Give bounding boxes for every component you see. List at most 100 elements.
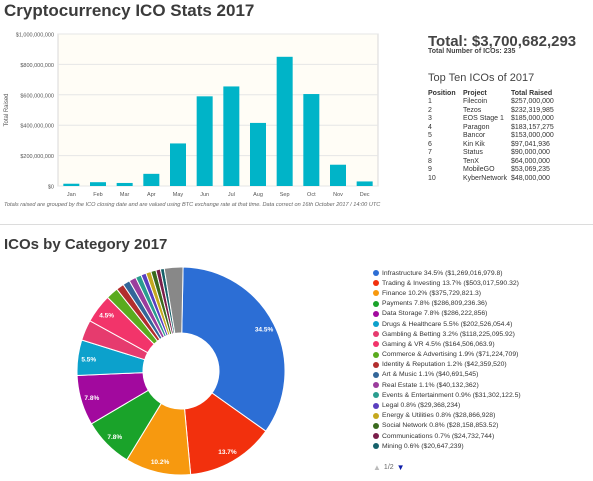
legend-next-arrow-icon[interactable]: ▼ <box>396 463 405 472</box>
legend-label: Identity & Reputation 1.2% ($42,359,520) <box>382 361 507 369</box>
cell-total-raised: $153,000,000 <box>511 132 554 139</box>
legend-item[interactable]: Data Storage 7.8% ($286,222,856) <box>373 309 521 319</box>
y-tick-label: $400,000,000 <box>20 124 54 130</box>
x-tick-label: Jul <box>228 192 235 198</box>
legend-item[interactable]: Identity & Reputation 1.2% ($42,359,520) <box>373 360 521 370</box>
legend-label: Events & Entertainment 0.9% ($31,302,122… <box>382 391 521 399</box>
plot-area <box>57 33 379 187</box>
donut-hole <box>144 334 218 408</box>
legend-swatch <box>373 361 379 368</box>
legend-pager: ▲ 1/2 ▼ <box>373 463 405 472</box>
x-tick-label: Aug <box>253 192 263 198</box>
legend-label: Real Estate 1.1% ($40,132,362) <box>382 381 479 389</box>
cell-project: Kin Kik <box>463 140 485 148</box>
legend-swatch <box>373 422 379 429</box>
slice-label: 10.2% <box>151 459 170 466</box>
legend-swatch <box>373 331 379 338</box>
cell-total-raised: $183,157,275 <box>511 123 554 131</box>
slice-label: 7.8% <box>107 434 122 441</box>
y-tick-label: $800,000,000 <box>20 63 54 69</box>
top-ten-title: Top Ten ICOs of 2017 <box>428 72 535 84</box>
legend-swatch <box>373 341 379 348</box>
legend-swatch <box>373 280 379 287</box>
legend-item[interactable]: Infrastructure 34.5% ($1,269,016,979.8) <box>373 268 521 278</box>
legend-swatch <box>373 270 379 277</box>
cell-position: 3 <box>428 115 432 122</box>
legend-item[interactable]: Events & Entertainment 0.9% ($31,302,122… <box>373 390 521 400</box>
bar-feb <box>90 182 106 186</box>
cell-total-raised: $53,069,235 <box>511 166 550 173</box>
legend-item[interactable]: Finance 10.2% ($375,729,821.3) <box>373 288 521 298</box>
category-section-title: ICOs by Category 2017 <box>4 236 168 253</box>
legend-label: Social Network 0.8% ($28,158,853.52) <box>382 422 499 430</box>
legend-item[interactable]: Drugs & Healthcare 5.5% ($202,526,054.4) <box>373 319 521 329</box>
cell-project: EOS Stage 1 <box>463 115 504 122</box>
legend-swatch <box>373 382 379 389</box>
legend-label: Gambling & Betting 3.2% ($118,225,095.92… <box>382 330 515 338</box>
legend-swatch <box>373 290 379 297</box>
cell-total-raised: $232,319,985 <box>511 106 554 114</box>
monthly-raised-bar-chart: $0 $200,000,000 $400,000,000 $600,000,000 $8… <box>4 33 379 198</box>
legend-label: Communications 0.7% ($24,732,744) <box>382 432 495 440</box>
legend-label: Data Storage 7.8% ($286,222,856) <box>382 310 488 318</box>
cell-total-raised: $97,041,936 <box>511 140 550 148</box>
ico-count: Total Number of ICOs: 235 <box>428 48 516 55</box>
legend-label: Payments 7.8% ($286,809,236.36) <box>382 300 488 308</box>
legend-item[interactable]: Gambling & Betting 3.2% ($118,225,095.92… <box>373 329 521 339</box>
legend-label: Energy & Utilities 0.8% ($28,866,928) <box>382 412 496 420</box>
legend-label: Infrastructure 34.5% ($1,269,016,979.8) <box>382 269 503 277</box>
top-ten-table: Position Project Total Raised 1 Filecoin $… <box>428 90 554 183</box>
category-legend: Infrastructure 34.5% ($1,269,016,979.8) T… <box>373 268 521 451</box>
cell-project: MobileGO <box>463 166 495 173</box>
legend-item[interactable]: Communications 0.7% ($24,732,744) <box>373 431 521 441</box>
bar-jan <box>63 183 80 186</box>
bar-nov <box>330 164 346 186</box>
column-header-project: Project <box>463 90 487 97</box>
cell-position: 7 <box>428 149 432 156</box>
cell-total-raised: $48,000,000 <box>511 174 550 182</box>
cell-total-raised: $64,000,000 <box>511 157 550 165</box>
legend-label: Art & Music 1.1% ($40,691,545) <box>382 371 479 379</box>
cell-project: Status <box>463 149 483 156</box>
y-axis-label: Total Raised <box>4 93 10 126</box>
legend-item[interactable]: Social Network 0.8% ($28,158,853.52) <box>373 421 521 431</box>
cell-position: 6 <box>428 140 432 148</box>
column-header-total-raised: Total Raised <box>511 90 553 97</box>
legend-item[interactable]: Art & Music 1.1% ($40,691,545) <box>373 370 521 380</box>
x-tick-label: Mar <box>120 192 130 198</box>
table-row: 6 Kin Kik $97,041,936 <box>428 141 554 150</box>
legend-item[interactable]: Energy & Utilities 0.8% ($28,866,928) <box>373 411 521 421</box>
legend-item[interactable]: Legal 0.8% ($29,368,234) <box>373 400 521 410</box>
legend-item[interactable]: Payments 7.8% ($286,809,236.36) <box>373 299 521 309</box>
bar-oct <box>303 94 320 186</box>
slice-label: 5.5% <box>81 356 96 363</box>
legend-label: Legal 0.8% ($29,368,234) <box>382 402 461 410</box>
legend-prev-arrow-icon[interactable]: ▲ <box>373 463 381 472</box>
x-tick-label: Sep <box>280 192 290 198</box>
y-tick-label: $200,000,000 <box>20 154 54 160</box>
legend-item[interactable]: Trading & Investing 13.7% ($503,017,590.… <box>373 278 521 288</box>
table-row: 10 KyberNetwork $48,000,000 <box>428 175 554 184</box>
legend-item[interactable]: Commerce & Advertising 1.9% ($71,224,709… <box>373 350 521 360</box>
cell-position: 5 <box>428 132 432 139</box>
x-tick-label: Oct <box>307 192 316 198</box>
x-tick-label: Apr <box>147 192 156 198</box>
total-raised: Total: $3,700,682,293 <box>428 33 577 50</box>
bar-aug <box>250 122 266 186</box>
x-tick-label: Feb <box>93 192 102 198</box>
legend-swatch <box>373 443 379 450</box>
legend-label: Mining 0.6% ($20,647,239) <box>382 442 464 450</box>
x-tick-label: Jan <box>67 192 76 198</box>
slice-label: 7.8% <box>84 395 99 402</box>
legend-item[interactable]: Gaming & VR 4.5% ($164,506,063.9) <box>373 339 521 349</box>
legend-item[interactable]: Mining 0.6% ($20,647,239) <box>373 441 521 451</box>
y-tick-label: $1,000,000,000 <box>16 33 54 39</box>
legend-item[interactable]: Real Estate 1.1% ($40,132,362) <box>373 380 521 390</box>
bar-sep <box>276 56 293 186</box>
cell-position: 4 <box>428 123 432 131</box>
y-tick-label: $600,000,000 <box>20 93 54 99</box>
legend-swatch <box>373 392 379 399</box>
legend-swatch <box>373 321 379 328</box>
bar-jun <box>196 96 213 186</box>
cell-project: Tezos <box>463 106 482 114</box>
